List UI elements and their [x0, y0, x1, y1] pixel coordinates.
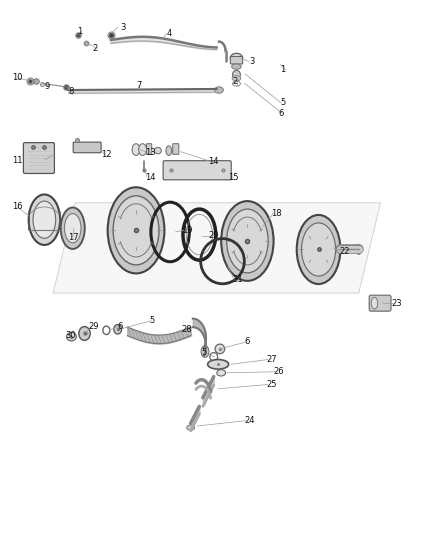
- Text: 10: 10: [12, 73, 22, 82]
- Text: 9: 9: [44, 82, 49, 91]
- Text: 12: 12: [101, 150, 112, 159]
- Text: 19: 19: [182, 226, 192, 235]
- Text: 3: 3: [250, 58, 255, 66]
- Text: 27: 27: [266, 355, 277, 364]
- Ellipse shape: [67, 333, 76, 341]
- FancyBboxPatch shape: [163, 161, 231, 180]
- Text: 20: 20: [208, 231, 219, 240]
- Ellipse shape: [208, 360, 229, 369]
- Text: 14: 14: [208, 157, 219, 166]
- Text: 2: 2: [232, 77, 237, 86]
- Ellipse shape: [201, 346, 209, 358]
- Ellipse shape: [79, 327, 90, 341]
- Text: 5: 5: [149, 316, 154, 325]
- Text: 26: 26: [274, 367, 284, 376]
- Text: 6: 6: [118, 321, 123, 330]
- Text: 5: 5: [280, 98, 286, 107]
- Text: 1: 1: [77, 27, 82, 36]
- Text: 15: 15: [228, 173, 238, 182]
- Text: 6: 6: [244, 337, 250, 346]
- Ellipse shape: [232, 64, 241, 69]
- Ellipse shape: [187, 425, 194, 430]
- Text: 1: 1: [280, 66, 286, 74]
- Ellipse shape: [61, 207, 85, 249]
- Text: 2: 2: [92, 44, 98, 53]
- Text: 18: 18: [272, 209, 282, 218]
- Text: 14: 14: [145, 173, 155, 182]
- FancyBboxPatch shape: [147, 144, 152, 155]
- Polygon shape: [53, 203, 381, 293]
- Ellipse shape: [301, 223, 336, 276]
- Text: 24: 24: [244, 416, 255, 425]
- Text: 7: 7: [136, 81, 141, 90]
- FancyBboxPatch shape: [369, 295, 391, 311]
- Ellipse shape: [114, 325, 122, 334]
- FancyBboxPatch shape: [173, 144, 179, 155]
- FancyBboxPatch shape: [230, 56, 243, 64]
- Ellipse shape: [33, 201, 56, 238]
- Text: 5: 5: [201, 348, 207, 357]
- Ellipse shape: [139, 144, 147, 156]
- Ellipse shape: [113, 196, 159, 265]
- Text: 28: 28: [182, 325, 193, 334]
- Text: 4: 4: [166, 29, 172, 38]
- Ellipse shape: [132, 144, 140, 156]
- Ellipse shape: [232, 76, 241, 81]
- Ellipse shape: [226, 209, 268, 273]
- Text: 3: 3: [121, 23, 126, 32]
- Text: 8: 8: [68, 86, 74, 95]
- Text: 23: 23: [392, 299, 402, 308]
- FancyBboxPatch shape: [23, 143, 54, 173]
- Ellipse shape: [230, 53, 243, 63]
- Text: 30: 30: [65, 331, 76, 340]
- Ellipse shape: [166, 146, 172, 156]
- Ellipse shape: [108, 187, 164, 273]
- Text: 29: 29: [88, 321, 99, 330]
- Ellipse shape: [215, 344, 225, 354]
- Text: 31: 31: [232, 274, 243, 284]
- Text: 22: 22: [339, 247, 350, 256]
- Text: 11: 11: [12, 156, 22, 165]
- Text: 16: 16: [12, 203, 22, 212]
- Text: 17: 17: [68, 233, 79, 242]
- Text: 13: 13: [145, 148, 155, 157]
- Ellipse shape: [371, 297, 378, 309]
- Text: 25: 25: [266, 380, 277, 389]
- Ellipse shape: [64, 214, 81, 243]
- Ellipse shape: [217, 369, 226, 376]
- Ellipse shape: [221, 201, 274, 281]
- Ellipse shape: [154, 148, 161, 154]
- Ellipse shape: [297, 215, 340, 284]
- Ellipse shape: [356, 245, 361, 254]
- Ellipse shape: [28, 195, 60, 245]
- Text: 6: 6: [278, 109, 283, 118]
- Ellipse shape: [215, 87, 223, 93]
- FancyBboxPatch shape: [73, 142, 101, 153]
- Ellipse shape: [233, 70, 240, 79]
